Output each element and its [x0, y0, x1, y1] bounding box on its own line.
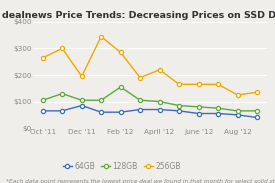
- Legend: 64GB, 128GB, 256GB: 64GB, 128GB, 256GB: [63, 162, 181, 171]
- Text: *Each data point represents the lowest price deal we found in that month for sel: *Each data point represents the lowest p…: [6, 179, 275, 183]
- Title: dealnews Price Trends: Decreasing Prices on SSD Deals: dealnews Price Trends: Decreasing Prices…: [2, 11, 275, 20]
